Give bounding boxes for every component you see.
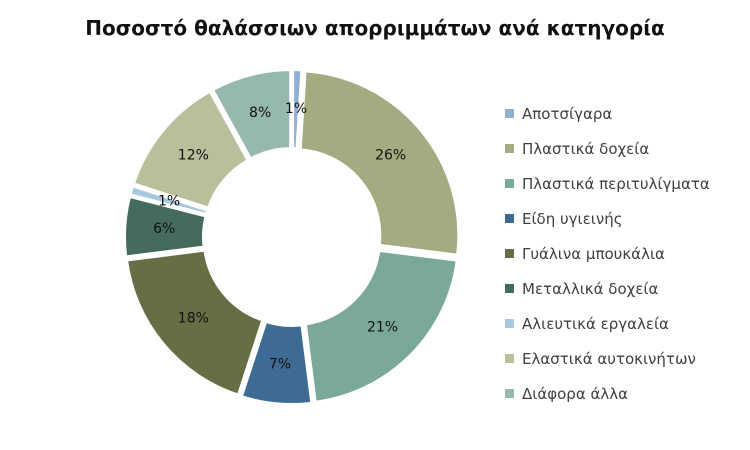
slice-label-9: 8% (249, 105, 271, 121)
legend-label: Μεταλλικά δοχεία (522, 279, 659, 298)
legend-swatch (505, 284, 514, 293)
legend-label: Αλιευτικά εργαλεία (522, 314, 669, 333)
slice-labels: 1% 26% 21% 7% 18% 6% 1% 12% 8% (153, 101, 406, 372)
legend: Αποτσίγαρα Πλαστικά δοχεία Πλαστικά περιτυ… (505, 96, 710, 411)
slice-9 (209, 67, 294, 162)
legend-label: Διάφορα άλλα (522, 384, 629, 403)
legend-label: Γυάλινα μπουκάλια (522, 244, 665, 263)
legend-item-7: Αλιευτικά εργαλεία (505, 306, 710, 341)
legend-swatch (505, 249, 514, 258)
legend-swatch (505, 179, 514, 188)
slice-label-2: 26% (375, 147, 406, 163)
slice-2 (297, 68, 462, 258)
slice-label-5: 18% (178, 311, 209, 327)
legend-swatch (505, 354, 514, 363)
legend-item-2: Πλαστικά δοχεία (505, 131, 710, 166)
legend-swatch (505, 389, 514, 398)
legend-label: Πλαστικά περιτυλίγματα (522, 174, 710, 193)
slice-label-4: 7% (269, 356, 291, 372)
legend-item-6: Μεταλλικά δοχεία (505, 271, 710, 306)
legend-swatch (505, 109, 514, 118)
legend-item-1: Αποτσίγαρα (505, 96, 710, 131)
legend-swatch (505, 144, 514, 153)
slice-label-1: 1% (285, 101, 307, 117)
legend-item-3: Πλαστικά περιτυλίγματα (505, 166, 710, 201)
legend-swatch (505, 214, 514, 223)
legend-label: Πλαστικά δοχεία (522, 139, 650, 158)
donut-slices (122, 67, 462, 407)
slice-3 (302, 247, 460, 405)
legend-swatch (505, 319, 514, 328)
legend-label: Ελαστικά αυτοκινήτων (522, 349, 696, 368)
legend-item-9: Διάφορα άλλα (505, 376, 710, 411)
legend-item-8: Ελαστικά αυτοκινήτων (505, 341, 710, 376)
chart-title: Ποσοστό θαλάσσιων απορριμμάτων ανά κατηγ… (85, 16, 665, 40)
slice-label-8: 12% (178, 147, 209, 163)
slice-label-6: 6% (153, 221, 175, 237)
slice-label-3: 21% (367, 320, 398, 336)
slice-5 (123, 247, 266, 398)
legend-label: Αποτσίγαρα (522, 104, 613, 123)
legend-label: Είδη υγιεινής (522, 209, 623, 228)
legend-item-5: Γυάλινα μπουκάλια (505, 236, 710, 271)
slice-4 (238, 318, 315, 407)
legend-item-4: Είδη υγιεινής (505, 201, 710, 236)
slice-label-7: 1% (158, 193, 180, 209)
